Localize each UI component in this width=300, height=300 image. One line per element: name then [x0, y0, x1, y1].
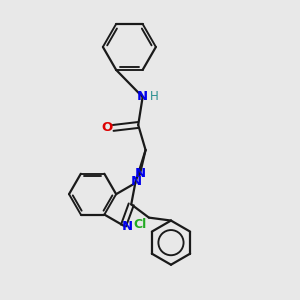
Text: H: H	[149, 90, 158, 103]
Text: O: O	[101, 121, 112, 134]
Text: N: N	[136, 91, 148, 103]
Text: N: N	[135, 167, 146, 180]
Text: N: N	[130, 175, 141, 188]
Text: N: N	[122, 220, 133, 233]
Text: Cl: Cl	[134, 218, 147, 232]
